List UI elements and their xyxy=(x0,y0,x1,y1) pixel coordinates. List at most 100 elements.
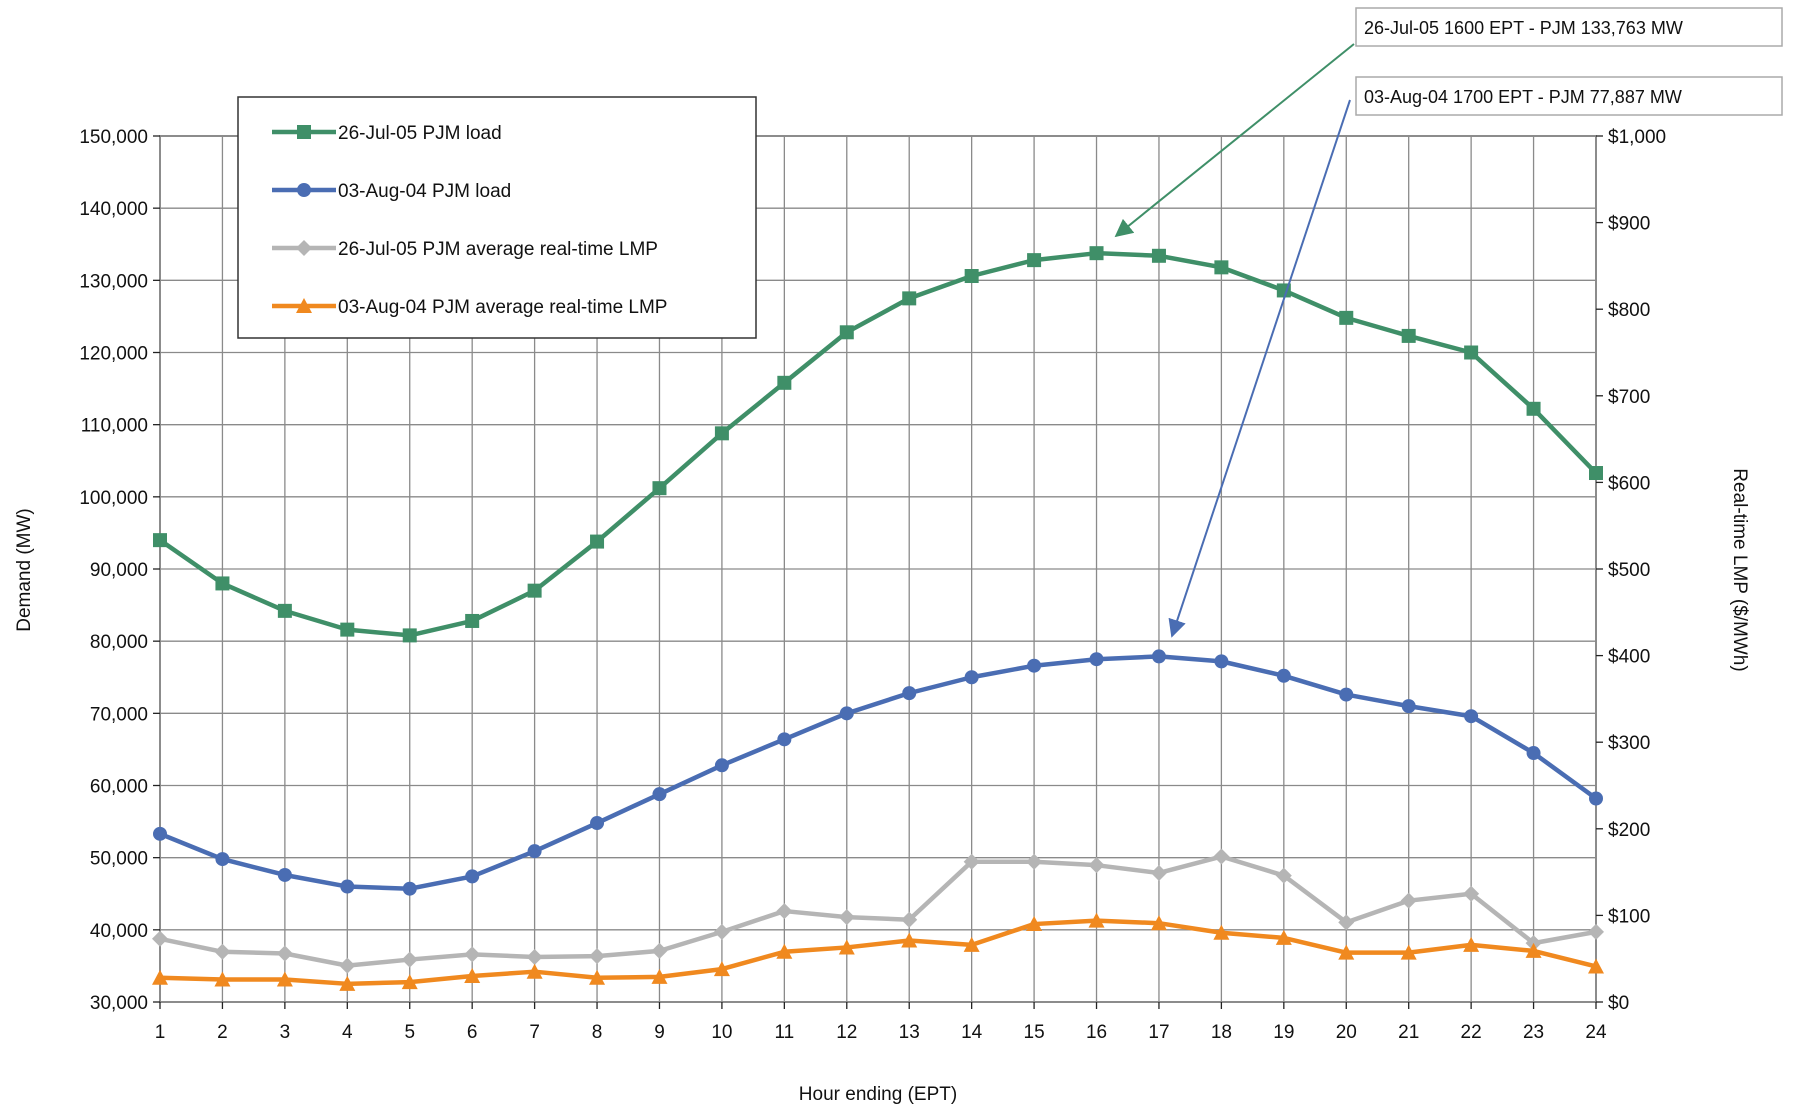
series-1-point xyxy=(714,426,729,441)
series-2-point xyxy=(839,706,854,721)
series-2-point xyxy=(465,869,480,884)
series-2-point xyxy=(1589,791,1603,806)
series-2-point xyxy=(1089,652,1104,667)
y-left-tick-label: 50,000 xyxy=(90,849,148,870)
x-tick-label: 10 xyxy=(711,1022,732,1043)
x-tick-label: 21 xyxy=(1398,1022,1419,1043)
series-4-point xyxy=(1525,942,1542,958)
series-2-point xyxy=(1027,658,1042,673)
series-3-point xyxy=(401,951,418,968)
series-3-point xyxy=(1588,923,1604,940)
legend-item-2: 03-Aug-04 PJM load xyxy=(272,181,511,202)
series-4-point xyxy=(1463,936,1480,952)
series-2-point xyxy=(277,867,292,882)
y-right-tick-label: $600 xyxy=(1608,473,1650,494)
y-right-tick-label: $300 xyxy=(1608,733,1650,754)
series-3-point xyxy=(1275,867,1292,884)
series-4-point xyxy=(526,963,543,979)
y-left-tick-label: 60,000 xyxy=(90,777,148,798)
x-tick-label: 12 xyxy=(836,1022,857,1043)
series-1-point xyxy=(340,622,355,637)
series-2-point xyxy=(652,787,667,802)
y-axis-right-title: Real-time LMP ($/MWh) xyxy=(1729,468,1750,671)
y-right-tick-label: $900 xyxy=(1608,214,1650,235)
y-right-tick-label: $0 xyxy=(1608,993,1629,1014)
series-4-point xyxy=(1088,912,1105,928)
y-left-tick-label: 70,000 xyxy=(90,704,148,725)
x-tick-label: 24 xyxy=(1585,1022,1607,1043)
annotation-2-text: 03-Aug-04 1700 EPT - PJM 77,887 MW xyxy=(1364,87,1682,107)
x-tick-label: 19 xyxy=(1273,1022,1294,1043)
legend-swatch-marker xyxy=(296,298,312,313)
annotation-2-box xyxy=(1355,76,1783,116)
series-2-point xyxy=(902,686,917,701)
series-4-point xyxy=(214,971,231,987)
x-tick-label: 3 xyxy=(280,1022,291,1043)
series-2-point xyxy=(153,826,167,841)
y-left-tick-label: 100,000 xyxy=(79,488,148,509)
series-3-point xyxy=(1213,848,1230,865)
series-layer xyxy=(152,246,1604,991)
annotation-1: 26-Jul-05 1600 EPT - PJM 133,763 MW xyxy=(1114,7,1783,238)
series-3-point xyxy=(1400,892,1417,909)
x-tick-label: 6 xyxy=(467,1022,478,1043)
y-left-tick-label: 90,000 xyxy=(90,560,148,581)
series-1-point xyxy=(1589,466,1603,481)
legend-swatch-marker xyxy=(297,125,311,139)
y-left-tick-label: 130,000 xyxy=(79,271,148,292)
x-tick-label: 7 xyxy=(529,1022,540,1043)
series-3-point xyxy=(1338,914,1355,931)
series-3-point xyxy=(901,911,918,928)
series-4-point xyxy=(901,932,918,948)
annotation-1-arrow xyxy=(1114,43,1355,238)
series-3-point xyxy=(214,943,231,960)
series-1-point xyxy=(465,613,480,628)
series-4-point xyxy=(1026,916,1043,932)
y-left-tick-label: 30,000 xyxy=(90,993,148,1014)
series-3-point xyxy=(838,909,855,926)
y-right-tick-label: $200 xyxy=(1608,820,1650,841)
series-1 xyxy=(153,246,1603,643)
series-1-point xyxy=(590,534,605,549)
legend-item-3: 26-Jul-05 PJM average real-time LMP xyxy=(272,239,658,260)
series-2-point xyxy=(1401,699,1416,714)
series-4-point xyxy=(589,969,606,985)
series-1-point xyxy=(777,375,792,390)
series-3-point xyxy=(152,930,168,947)
series-3-point xyxy=(1150,864,1167,881)
series-1-point xyxy=(277,603,292,618)
legend: 26-Jul-05 PJM load 03-Aug-04 PJM load 26-J… xyxy=(237,96,757,339)
series-2-point xyxy=(1214,654,1229,669)
series-3-point xyxy=(1026,853,1043,870)
series-4 xyxy=(152,912,1604,991)
y-left-tick-label: 110,000 xyxy=(81,416,148,437)
x-tick-label: 14 xyxy=(961,1022,983,1043)
y-right-tick-label: $1,000 xyxy=(1608,127,1666,148)
legend-swatch-marker xyxy=(297,183,311,197)
y-right-tick-label: $500 xyxy=(1608,560,1650,581)
series-1-point xyxy=(1464,345,1479,360)
series-2-point xyxy=(1526,746,1541,761)
series-3-point xyxy=(1463,885,1480,902)
series-3-point xyxy=(276,945,293,962)
series-1-point xyxy=(1526,401,1541,416)
legend-item-4: 03-Aug-04 PJM average real-time LMP xyxy=(272,297,667,318)
x-tick-label: 17 xyxy=(1148,1022,1169,1043)
annotation-2-arrow xyxy=(1168,99,1351,638)
series-4-point xyxy=(464,968,481,984)
series-1-point xyxy=(527,583,542,598)
series-3-line xyxy=(159,854,1597,968)
series-4-point xyxy=(339,975,356,991)
series-4-point xyxy=(152,969,168,985)
series-4-point xyxy=(963,936,980,952)
x-tick-label: 5 xyxy=(404,1022,415,1043)
series-3-point xyxy=(1088,857,1105,874)
x-tick-label: 23 xyxy=(1523,1022,1544,1043)
series-1-point xyxy=(1089,246,1104,261)
series-1-point xyxy=(1401,328,1416,343)
x-tick-label: 8 xyxy=(592,1022,603,1043)
series-2-point xyxy=(340,879,355,894)
series-1-point xyxy=(402,628,417,643)
series-1-point xyxy=(1339,310,1354,325)
series-2-point xyxy=(1339,687,1354,702)
